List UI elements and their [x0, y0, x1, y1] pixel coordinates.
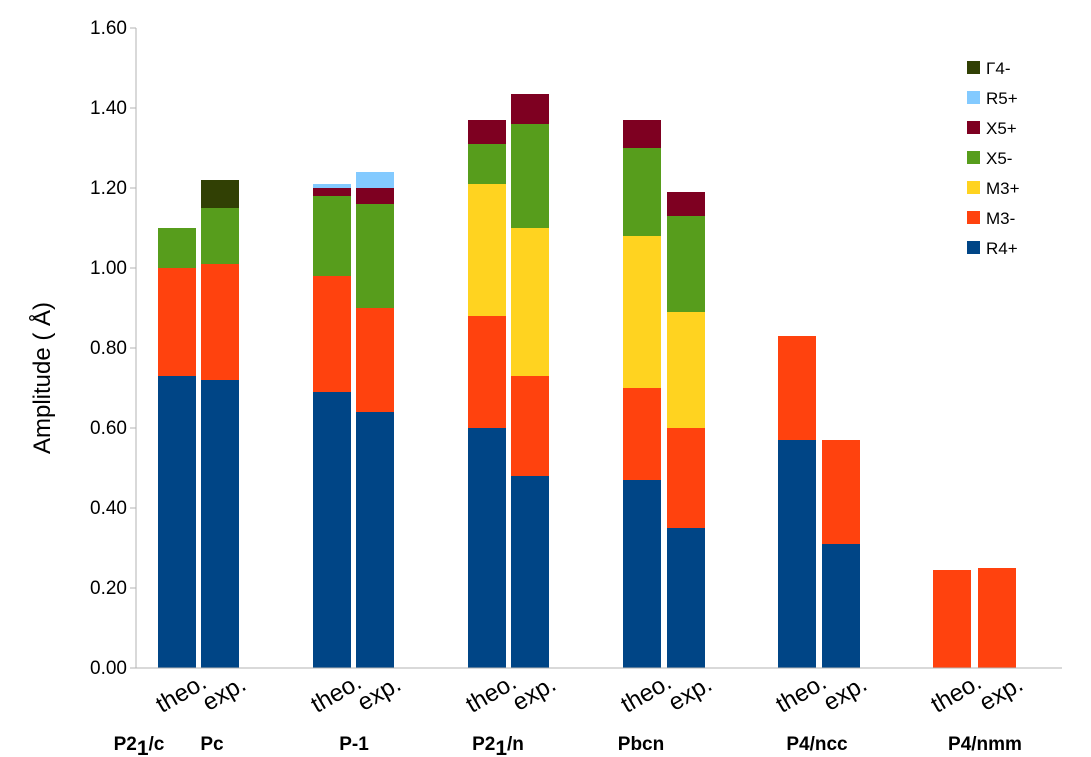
legend-label: Γ4-	[986, 59, 1010, 78]
bar-segment-M3-4	[468, 184, 506, 316]
bar-segment-M3-3	[356, 308, 394, 412]
bars	[158, 94, 1016, 668]
bar-segment-X5-5	[511, 124, 549, 228]
y-tick-label: 0.60	[90, 418, 127, 439]
x-category-label: exp.	[975, 670, 1028, 716]
legend-label: X5-	[986, 149, 1012, 168]
y-tick-label: 1.00	[90, 258, 127, 279]
legend-swatch-M3	[967, 181, 980, 194]
x-category-label: exp.	[819, 670, 872, 716]
bar-segment-4-1	[201, 180, 239, 208]
bar-segment-M3-6	[623, 388, 661, 480]
legend-label: M3-	[986, 209, 1015, 228]
bar-segment-R5-2	[313, 184, 351, 188]
legend-label: R4+	[986, 239, 1018, 258]
bar-segment-R4-8	[778, 440, 816, 668]
bar-segment-R5-3	[356, 172, 394, 188]
x-group-label: P4/nmm	[948, 734, 1022, 755]
x-category-label: exp.	[508, 670, 561, 716]
bar-segment-R4-6	[623, 480, 661, 668]
legend-swatch-4	[967, 61, 980, 74]
bar-segment-M3-4	[468, 316, 506, 428]
legend-label: X5+	[986, 119, 1017, 138]
legend-swatch-M3	[967, 211, 980, 224]
bar-segment-X5-0	[158, 228, 196, 268]
x-group-label: Pbcn	[618, 734, 664, 755]
y-tick-label: 0.80	[90, 338, 127, 359]
y-tick-label: 1.20	[90, 178, 127, 199]
bar-segment-M3-1	[201, 264, 239, 380]
bar-segment-X5-6	[623, 148, 661, 236]
bar-segment-X5-2	[313, 188, 351, 196]
bar-segment-M3-10	[933, 570, 971, 668]
bar-segment-M3-5	[511, 228, 549, 376]
legend-swatch-X5	[967, 151, 980, 164]
x-group-label: P-1	[339, 734, 369, 755]
bar-segment-M3-5	[511, 376, 549, 476]
x-group-label: Pc	[200, 734, 224, 755]
bar-segment-M3-0	[158, 268, 196, 376]
bar-segment-X5-4	[468, 120, 506, 144]
legend: Γ4- R5+ X5+ X5- M3+ M3- R4+	[967, 59, 1020, 258]
bar-segment-X5-3	[356, 188, 394, 204]
y-axis-label: Amplitude ( Å)	[28, 302, 56, 454]
bar-segment-X5-3	[356, 204, 394, 308]
bar-segment-R4-2	[313, 392, 351, 668]
x-group-label: P21/c	[114, 734, 165, 757]
bar-segment-X5-7	[667, 216, 705, 312]
bar-segment-X5-2	[313, 196, 351, 276]
x-group-label: P4/ncc	[786, 734, 848, 755]
y-tick-label: 0.40	[90, 498, 127, 519]
bar-segment-M3-2	[313, 276, 351, 392]
bar-segment-R4-1	[201, 380, 239, 668]
bar-segment-M3-8	[778, 336, 816, 440]
x-group-label: P21/n	[472, 734, 524, 757]
axes	[135, 28, 1062, 669]
legend-swatch-R4	[967, 241, 980, 254]
bar-segment-R4-5	[511, 476, 549, 668]
y-tick-label: 1.40	[90, 98, 127, 119]
bar-segment-X5-6	[623, 120, 661, 148]
bar-segment-M3-6	[623, 236, 661, 388]
bar-segment-R4-0	[158, 376, 196, 668]
bar-segment-X5-4	[468, 144, 506, 184]
legend-label: M3+	[986, 179, 1020, 198]
bar-segment-M3-7	[667, 428, 705, 528]
x-category-label: exp.	[198, 670, 251, 716]
bar-segment-X5-5	[511, 94, 549, 124]
bar-segment-R4-7	[667, 528, 705, 668]
legend-swatch-R5	[967, 91, 980, 104]
bar-segment-X5-1	[201, 208, 239, 264]
y-tick-label: 1.60	[90, 18, 127, 39]
legend-label: R5+	[986, 89, 1018, 108]
bar-segment-R4-3	[356, 412, 394, 668]
bar-segment-R4-4	[468, 428, 506, 668]
bar-segment-M3-9	[822, 440, 860, 544]
y-axis-ticks: 0.00 0.20 0.40 0.60 0.80 1.00 1.20 1.40 1.60	[90, 18, 136, 679]
x-category-labels: theo.exp. theo.exp. theo.exp. theo.exp. theo…	[151, 668, 1027, 718]
bar-segment-X5-7	[667, 192, 705, 216]
bar-segment-M3-11	[978, 568, 1016, 668]
legend-swatch-X5	[967, 121, 980, 134]
y-tick-label: 0.00	[90, 658, 127, 679]
x-group-labels: P21/c Pc P-1 P21/n Pbcn P4/ncc P4/nmm	[114, 734, 1022, 757]
x-category-label: exp.	[353, 670, 406, 716]
y-tick-label: 0.20	[90, 578, 127, 599]
bar-segment-M3-7	[667, 312, 705, 428]
x-category-label: exp.	[664, 670, 717, 716]
bar-segment-R4-9	[822, 544, 860, 668]
